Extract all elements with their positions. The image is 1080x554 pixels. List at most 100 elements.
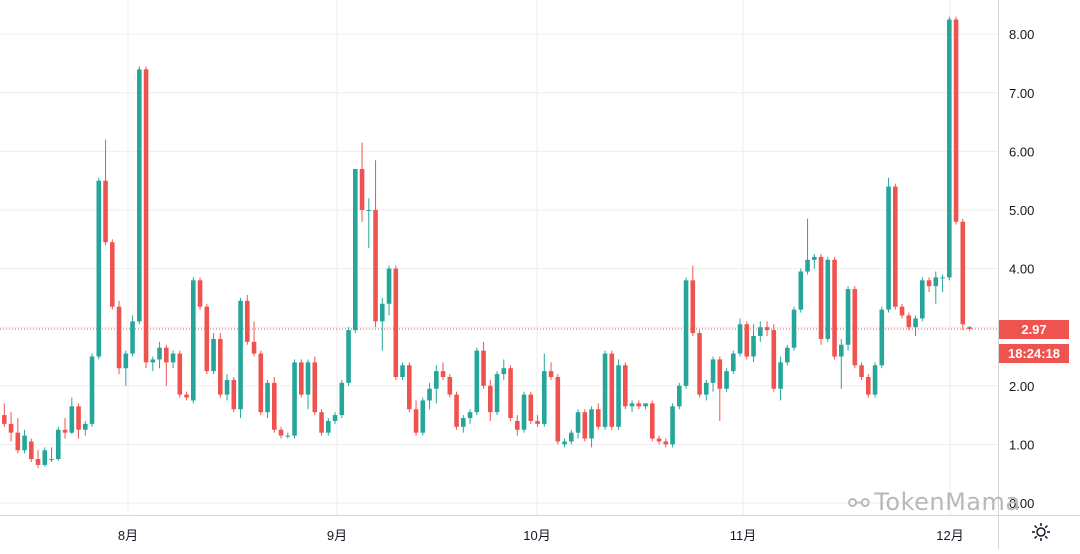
y-tick-label: 8.00 — [1009, 27, 1034, 42]
candle — [825, 256, 831, 342]
candle — [278, 426, 284, 439]
candle-body-down — [596, 409, 601, 427]
candle-body-up — [602, 353, 608, 427]
candle — [373, 160, 378, 328]
candle-body-down — [454, 394, 459, 427]
candle — [893, 183, 898, 310]
candle — [353, 168, 358, 334]
candle-body-up — [677, 385, 682, 407]
candle-body-down — [407, 365, 412, 410]
candle-body-down — [926, 280, 932, 287]
candle-body-up — [879, 309, 885, 366]
candle-body-up — [56, 429, 61, 460]
candle — [265, 379, 270, 419]
candle-body-down — [535, 420, 540, 424]
candle-body-down — [636, 403, 642, 407]
candle — [103, 139, 108, 246]
candle — [778, 356, 783, 401]
candle — [366, 198, 372, 249]
candle-body-up — [191, 280, 196, 401]
candle-body-down — [35, 459, 41, 465]
candle — [791, 306, 797, 351]
candle — [481, 341, 486, 389]
candle — [650, 400, 655, 442]
candle-body-up — [332, 415, 338, 421]
candle-body-down — [555, 377, 561, 442]
candle-body-down — [548, 371, 554, 378]
candle-body-down — [818, 256, 824, 339]
candle — [744, 321, 750, 360]
candle — [191, 277, 196, 404]
candle — [818, 253, 824, 345]
candle — [643, 403, 648, 410]
candle-body-down — [258, 353, 264, 413]
x-tick-label: 9月 — [327, 528, 347, 543]
candle — [272, 377, 277, 433]
candle-body-up — [758, 327, 763, 336]
candle-body-up — [724, 371, 729, 389]
candle-body-down — [717, 359, 723, 389]
candle-body-down — [251, 341, 257, 354]
candle — [467, 409, 473, 424]
candle — [164, 344, 169, 386]
candle-body-up — [420, 400, 426, 433]
candle — [616, 359, 621, 430]
candle — [359, 142, 365, 222]
candle-body-down — [29, 441, 34, 460]
candle-body-up — [386, 268, 392, 304]
candle-body-down — [609, 353, 615, 427]
candle — [251, 321, 257, 357]
candle-body-up — [778, 362, 783, 389]
x-tick-label: 12月 — [936, 528, 963, 543]
candle-body-up — [305, 362, 311, 395]
candle — [83, 420, 88, 436]
candle — [724, 368, 729, 392]
candle — [96, 177, 102, 360]
candle — [690, 265, 696, 336]
candle — [623, 362, 628, 410]
candle — [150, 356, 156, 372]
candle-body-down — [515, 420, 520, 430]
candle — [656, 435, 662, 445]
candle-body-up — [157, 347, 162, 360]
candle-body-up — [785, 347, 790, 363]
candle-body-up — [670, 406, 675, 445]
candle — [515, 415, 520, 436]
candle-body-down — [413, 409, 419, 433]
candle — [427, 382, 432, 410]
candle-body-down — [164, 347, 169, 363]
candle-body-up — [886, 186, 891, 310]
candle-body-down — [528, 394, 534, 421]
x-tick-label: 8月 — [118, 528, 138, 543]
candle — [488, 379, 493, 421]
candle-body-down — [953, 19, 959, 222]
candle — [238, 297, 243, 419]
candle — [258, 350, 264, 416]
candle — [285, 432, 291, 439]
candle — [947, 16, 952, 281]
x-tick-label: 11月 — [730, 528, 757, 543]
candle-body-up — [285, 435, 291, 437]
candle — [683, 277, 689, 389]
candle-body-down — [143, 69, 149, 363]
settings-gear-icon[interactable] — [1031, 522, 1051, 542]
candle-body-down — [771, 330, 777, 389]
x-tick-label: 10月 — [523, 528, 550, 543]
candle-body-up — [575, 412, 581, 433]
candle — [582, 409, 588, 442]
candle — [204, 303, 210, 375]
candle-body-up — [346, 330, 351, 383]
candle — [177, 350, 183, 398]
candle-body-down — [272, 382, 277, 430]
candle-body-down — [299, 362, 304, 395]
candle — [501, 359, 507, 380]
candle — [953, 16, 959, 225]
candle — [663, 438, 669, 448]
candle-body-up — [238, 300, 243, 410]
candle-body-up — [49, 459, 54, 461]
candles-layer — [2, 16, 972, 468]
candle-body-down — [859, 365, 864, 378]
candle-body-up — [643, 403, 648, 407]
